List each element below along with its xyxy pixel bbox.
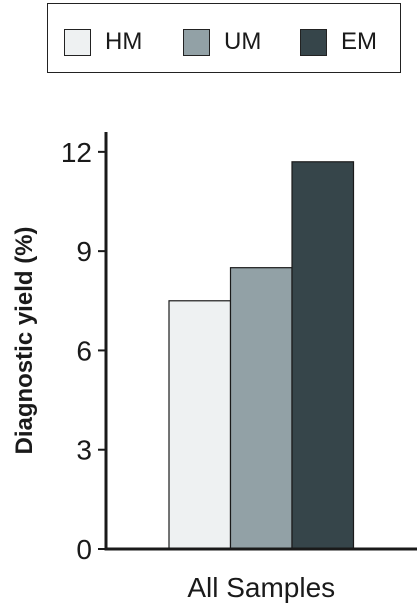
bar-em xyxy=(291,161,355,550)
x-tick-label: All Samples xyxy=(187,572,335,603)
bar-hm xyxy=(168,300,232,550)
y-axis-label: Diagnostic yield (%) xyxy=(11,226,38,454)
legend-item-em: EM xyxy=(300,27,377,57)
y-tick-label: 12 xyxy=(61,137,92,168)
legend-label-em: EM xyxy=(341,28,377,55)
bars-group xyxy=(168,161,355,550)
y-tick-label: 9 xyxy=(76,236,92,267)
legend-swatch-hm xyxy=(64,28,91,56)
y-tick-label: 6 xyxy=(76,335,92,366)
chart-legend: HM UM EM xyxy=(47,3,401,73)
legend-swatch-um xyxy=(183,28,210,56)
legend-item-hm: HM xyxy=(64,27,142,57)
y-tick-label: 3 xyxy=(76,435,92,466)
legend-label-hm: HM xyxy=(105,28,143,55)
y-tick-label: 0 xyxy=(76,534,92,565)
legend-item-um: UM xyxy=(183,27,261,57)
legend-label-um: UM xyxy=(224,28,262,55)
bar-um xyxy=(229,267,293,550)
legend-swatch-em xyxy=(300,28,327,56)
y-axis: 0 3 6 9 12 xyxy=(61,132,108,565)
